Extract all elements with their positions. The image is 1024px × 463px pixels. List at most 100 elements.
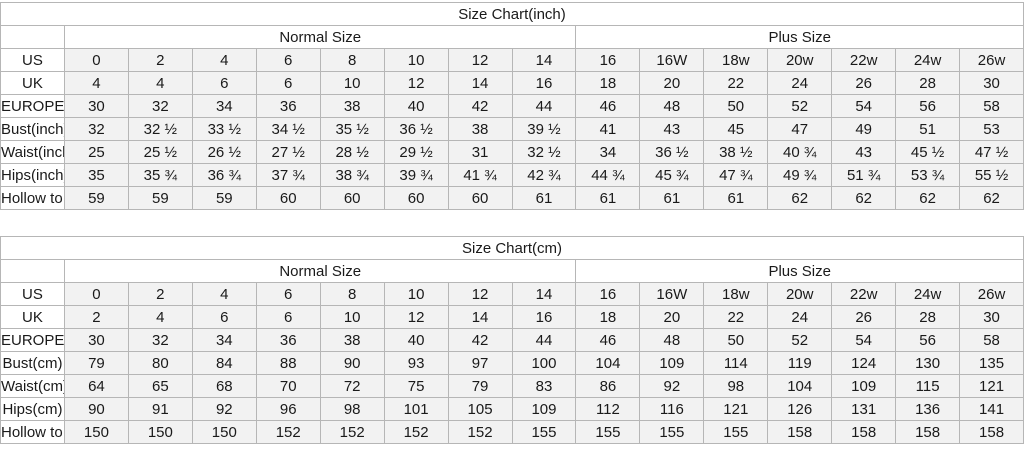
data-cell: 27 ½: [255, 140, 321, 164]
data-cell: 53: [959, 117, 1024, 141]
table-row: Bust(inch) 32 32 ½ 33 ½ 34 ½ 35 ½ 36 ½ 38 39 ½ 41…: [0, 117, 1024, 141]
data-cell: 26: [831, 71, 897, 95]
data-cell: 34: [191, 328, 257, 352]
table-row: UK 2 4 6 6 10 12 14 16 18 20 22 24 26 28 30: [0, 305, 1024, 329]
data-cell: 49: [831, 117, 897, 141]
data-cell: 14: [511, 48, 577, 72]
section-header-row: Normal Size Plus Size: [0, 25, 1024, 49]
data-cell: 2: [127, 282, 193, 306]
data-cell: 65: [127, 374, 193, 398]
data-cell: 22: [703, 305, 769, 329]
data-cell: 62: [831, 186, 897, 210]
data-cell: 33 ½: [191, 117, 257, 141]
size-chart-inch-table: Size Chart(inch) Normal Size Plus Size US 0 2…: [0, 2, 1024, 210]
data-cell: 60: [383, 186, 449, 210]
data-cell: 18w: [703, 282, 769, 306]
data-cell: 88: [255, 351, 321, 375]
data-cell: 24: [767, 305, 833, 329]
data-cell: 4: [127, 71, 193, 95]
data-cell: 46: [575, 328, 641, 352]
data-cell: 104: [767, 374, 833, 398]
data-cell: 6: [255, 48, 321, 72]
data-cell: 49 ¾: [767, 163, 833, 187]
title-row: Size Chart(cm): [0, 236, 1024, 260]
row-label: Waist(cm): [0, 374, 65, 398]
data-cell: 62: [767, 186, 833, 210]
data-cell: 135: [959, 351, 1024, 375]
data-cell: 4: [191, 48, 257, 72]
data-cell: 141: [959, 397, 1024, 421]
data-cell: 75: [383, 374, 449, 398]
chart-title: Size Chart(cm): [0, 236, 1024, 260]
data-cell: 59: [191, 186, 257, 210]
data-cell: 152: [319, 420, 385, 444]
data-cell: 70: [255, 374, 321, 398]
data-cell: 24w: [895, 282, 961, 306]
data-cell: 0: [63, 48, 129, 72]
data-cell: 38 ¾: [319, 163, 385, 187]
table-row: Hollow to Floor With Shoes On(inch)59595…: [0, 186, 1024, 210]
data-cell: 150: [127, 420, 193, 444]
data-cell: 2: [127, 48, 193, 72]
data-cell: 112: [575, 397, 641, 421]
data-cell: 36 ½: [639, 140, 705, 164]
data-cell: 119: [767, 351, 833, 375]
data-cell: 8: [319, 48, 385, 72]
data-cell: 16: [575, 282, 641, 306]
data-cell: 98: [319, 397, 385, 421]
data-cell: 44: [511, 328, 577, 352]
size-chart-inch-body: Size Chart(inch) Normal Size Plus Size US 0 2…: [0, 2, 1024, 210]
data-cell: 116: [639, 397, 705, 421]
data-cell: 26w: [959, 282, 1024, 306]
data-cell: 16W: [639, 282, 705, 306]
data-cell: 109: [511, 397, 577, 421]
table-row: EUROPE 30 32 34 36 38 40 42 44 46 48 50 52 54 56 58: [0, 328, 1024, 352]
data-cell: 101: [383, 397, 449, 421]
section-header-row: Normal Size Plus Size: [0, 259, 1024, 283]
data-cell: 56: [895, 328, 961, 352]
data-cell: 38 ½: [703, 140, 769, 164]
data-cell: 58: [959, 94, 1024, 118]
data-cell: 51 ¾: [831, 163, 897, 187]
chart-title: Size Chart(inch): [0, 2, 1024, 26]
data-cell: 41 ¾: [447, 163, 513, 187]
data-cell: 34: [191, 94, 257, 118]
data-cell: 109: [831, 374, 897, 398]
data-cell: 86: [575, 374, 641, 398]
data-cell: 38: [319, 328, 385, 352]
data-cell: 18w: [703, 48, 769, 72]
data-cell: 10: [383, 282, 449, 306]
data-cell: 43: [831, 140, 897, 164]
data-cell: 100: [511, 351, 577, 375]
data-cell: 45 ¾: [639, 163, 705, 187]
data-cell: 39 ¾: [383, 163, 449, 187]
size-chart-inch-block: Size Chart(inch) Normal Size Plus Size US 0 2…: [0, 2, 1024, 210]
data-cell: 83: [511, 374, 577, 398]
data-cell: 25: [63, 140, 129, 164]
data-cell: 18: [575, 71, 641, 95]
data-cell: 155: [575, 420, 641, 444]
data-cell: 18: [575, 305, 641, 329]
data-cell: 55 ½: [959, 163, 1024, 187]
data-cell: 42: [447, 328, 513, 352]
data-cell: 84: [191, 351, 257, 375]
table-row: UK 4 4 6 6 10 12 14 16 18 20 22 24 26 28 30: [0, 71, 1024, 95]
data-cell: 150: [63, 420, 129, 444]
data-cell: 53 ¾: [895, 163, 961, 187]
data-cell: 47 ¾: [703, 163, 769, 187]
data-cell: 14: [447, 71, 513, 95]
data-cell: 52: [767, 328, 833, 352]
data-cell: 12: [447, 282, 513, 306]
data-cell: 28: [895, 305, 961, 329]
row-label: EUROPE: [0, 94, 65, 118]
data-cell: 6: [191, 71, 257, 95]
data-cell: 155: [639, 420, 705, 444]
row-label: Hips(inch): [0, 163, 65, 187]
data-cell: 61: [575, 186, 641, 210]
data-cell: 24: [767, 71, 833, 95]
data-cell: 115: [895, 374, 961, 398]
data-cell: 8: [319, 282, 385, 306]
row-label: UK: [0, 71, 65, 95]
